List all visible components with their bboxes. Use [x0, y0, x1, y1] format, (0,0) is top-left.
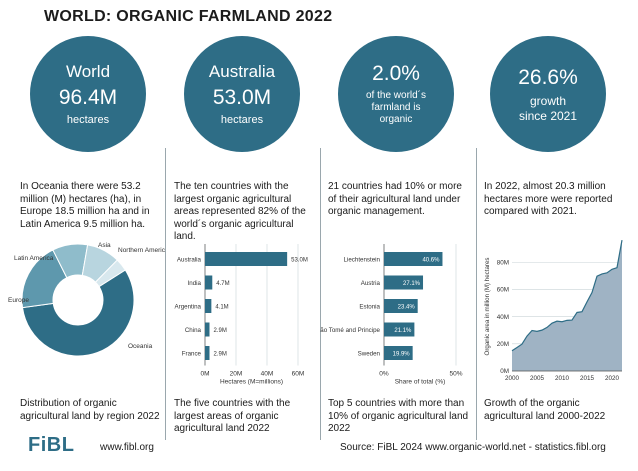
x-tick-label: 50% — [449, 371, 462, 378]
description-growth: In 2022, almost 20.3 million hectares mo… — [484, 181, 613, 217]
bar — [205, 322, 210, 337]
footer-source: Source: FiBL 2024 www.organic-world.net … — [340, 442, 606, 453]
donut-label: Northern America — [118, 247, 165, 254]
donut-label: Oceania — [128, 343, 153, 350]
x-tick-label: 2015 — [580, 375, 595, 382]
stat-circle-australia: Australia 53.0M hectares — [184, 36, 300, 152]
data-label: 23.4% — [398, 304, 416, 310]
data-label: 21.1% — [394, 328, 412, 334]
caption-region: Distribution of organic agricultural lan… — [20, 398, 160, 422]
category-label: Australia — [177, 256, 202, 263]
description-region: In Oceania there were 53.2 million (M) h… — [20, 181, 150, 230]
x-tick-label: 0% — [379, 371, 389, 378]
data-label: 19.9% — [393, 351, 411, 357]
caption-share: Top 5 countries with more than 10% of or… — [328, 398, 469, 434]
description-share: 21 countries had 10% or more of their ag… — [328, 181, 462, 217]
growth-area-chart: 0M 20M 40M 60M 80M 2000 2005 2010 2015 2020 Organi… — [484, 240, 623, 382]
bar — [205, 252, 288, 266]
category-label: Estonia — [359, 303, 380, 310]
donut-chart: Oceania Europe Latin America Asia Northern A… — [8, 242, 165, 357]
x-tick-label: 2020 — [605, 375, 620, 382]
bar — [205, 299, 212, 313]
data-label: 2.9M — [213, 351, 226, 357]
x-tick-label: 20M — [230, 371, 243, 378]
category-label: São Tomé and Principe — [320, 327, 381, 334]
circle-value: 53.0M — [212, 86, 272, 109]
circle-label: World — [65, 62, 111, 81]
bar — [205, 346, 210, 360]
page-title: WORLD: ORGANIC FARMLAND 2022 — [44, 8, 333, 25]
category-label: India — [188, 280, 202, 287]
donut-label: Europe — [8, 297, 29, 304]
circle-value: 2.0% — [372, 62, 420, 85]
circle-unit: hectares — [66, 114, 110, 126]
donut-label: Latin America — [14, 255, 54, 262]
category-label: Liechtenstein — [344, 256, 381, 263]
data-label: 53.0M — [291, 257, 308, 263]
donut-slices — [21, 243, 135, 357]
bar — [384, 322, 415, 337]
category-label: France — [182, 350, 202, 357]
stat-circle-growth: 26.6% growth since 2021 — [490, 36, 606, 152]
bar — [384, 275, 424, 290]
data-label: 4.1M — [215, 304, 228, 310]
data-label: 40.6% — [422, 257, 440, 263]
footer-url[interactable]: www.fibl.org — [100, 442, 154, 453]
x-tick-label: 60M — [292, 371, 305, 378]
circle-unit: hectares — [220, 114, 264, 126]
y-tick-label: 80M — [497, 260, 509, 267]
y-axis-label: Organic area in million (M) hectares — [484, 257, 491, 355]
bar — [205, 275, 213, 290]
circle-text-line: farmland is — [371, 102, 421, 113]
circle-text-line: growth — [529, 93, 567, 108]
caption-top-countries: The five countries with the largest area… — [174, 398, 291, 434]
circle-value: 26.6% — [518, 65, 578, 89]
y-tick-label: 60M — [497, 287, 509, 294]
category-label: Argentina — [175, 303, 202, 310]
donut-slice-oceania — [21, 269, 135, 357]
data-label: 2.9M — [213, 328, 226, 334]
bar — [384, 252, 443, 266]
donut-labels: Oceania Europe Latin America Asia Northern A… — [8, 242, 165, 350]
description-top-countries: The ten countries with the largest organ… — [174, 181, 306, 242]
donut-slice-northern-america — [94, 259, 126, 288]
data-label: 4.7M — [216, 281, 229, 287]
share-bar-chart: 0% 50% Liechtenstein 40.6% Austria 27.1% Eston… — [320, 244, 463, 386]
area-line — [511, 240, 623, 352]
column-divider — [476, 148, 477, 440]
x-axis-label: Share of total (%) — [395, 379, 446, 386]
circle-value: 96.4M — [58, 86, 118, 109]
circle-text-line: of the world´s — [365, 90, 427, 101]
x-tick-label: 40M — [261, 371, 274, 378]
bar — [384, 299, 418, 313]
y-tick-label: 40M — [497, 314, 509, 321]
circle-text-line: organic — [379, 114, 413, 125]
stat-circle-share: 2.0% of the world´s farmland is organic — [338, 36, 454, 152]
x-tick-label: 2000 — [505, 375, 520, 382]
x-tick-label: 0M — [200, 371, 209, 378]
area-fill — [512, 240, 622, 371]
y-tick-label: 0M — [500, 368, 509, 375]
column-divider — [165, 148, 166, 440]
circle-label: Australia — [208, 62, 276, 81]
circle-text: of the world´s farmland is organic — [366, 90, 426, 126]
x-tick-label: 2005 — [530, 375, 545, 382]
fibl-logo: FiBL — [28, 434, 75, 456]
caption-growth: Growth of the organic agricultural land … — [484, 398, 606, 422]
category-label: Sweden — [358, 350, 381, 357]
y-tick-label: 20M — [497, 341, 509, 348]
bar — [384, 346, 413, 360]
stat-circle-world: World 96.4M hectares — [30, 36, 146, 152]
x-axis-label: Hectares (M=millions) — [220, 379, 283, 386]
x-tick-label: 2010 — [555, 375, 570, 382]
circle-text-line: since 2021 — [518, 108, 578, 123]
category-label: China — [185, 327, 202, 334]
category-label: Austria — [361, 280, 381, 287]
data-label: 27.1% — [403, 281, 421, 287]
donut-label: Asia — [98, 242, 111, 249]
column-divider — [320, 148, 321, 440]
top-countries-bar-chart: 0M 20M 40M 60M Australia 53.0M India 4.7M Argent… — [175, 244, 308, 386]
